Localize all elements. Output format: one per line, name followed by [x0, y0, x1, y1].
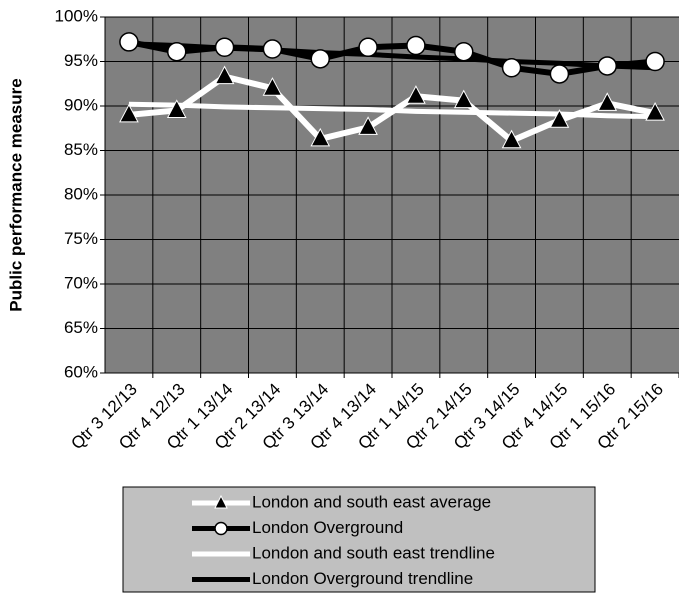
legend: London and south east average London Over… — [122, 486, 596, 593]
marker — [549, 109, 570, 128]
marker — [310, 49, 330, 69]
marker — [645, 102, 665, 121]
y-tick-label: 85% — [64, 140, 98, 159]
marker — [549, 64, 570, 84]
marker — [597, 92, 618, 111]
marker — [597, 56, 617, 76]
legend-label: London Overground trendline — [252, 569, 473, 588]
y-tick-label: 95% — [64, 51, 98, 70]
marker — [119, 103, 139, 123]
y-tick-label: 90% — [64, 95, 98, 114]
y-axis-label: Public performance measure — [6, 78, 25, 311]
marker — [453, 89, 474, 109]
legend-marker — [214, 521, 228, 536]
marker — [214, 65, 235, 85]
y-tick-label: 70% — [64, 273, 98, 292]
legend-label: London and south east average — [252, 492, 491, 511]
marker — [166, 99, 187, 118]
legend-label: London Overground — [252, 518, 403, 537]
y-tick-label: 65% — [64, 318, 98, 337]
y-tick-label: 75% — [64, 229, 98, 248]
marker — [406, 35, 426, 56]
marker — [262, 77, 283, 96]
marker — [358, 37, 378, 58]
marker — [214, 37, 235, 58]
y-tick-label: 60% — [64, 362, 98, 381]
y-tick-label: 80% — [64, 184, 98, 203]
marker — [454, 41, 474, 62]
marker — [501, 129, 522, 149]
marker — [358, 116, 378, 135]
marker — [406, 85, 426, 104]
marker — [310, 127, 331, 147]
marker — [119, 32, 139, 52]
marker — [262, 39, 283, 59]
marker — [501, 57, 522, 78]
y-tick-label: 100% — [55, 6, 98, 25]
legend-label: London and south east trendline — [252, 543, 495, 562]
marker — [645, 51, 665, 72]
legend-marker — [214, 494, 228, 509]
marker — [167, 41, 187, 62]
